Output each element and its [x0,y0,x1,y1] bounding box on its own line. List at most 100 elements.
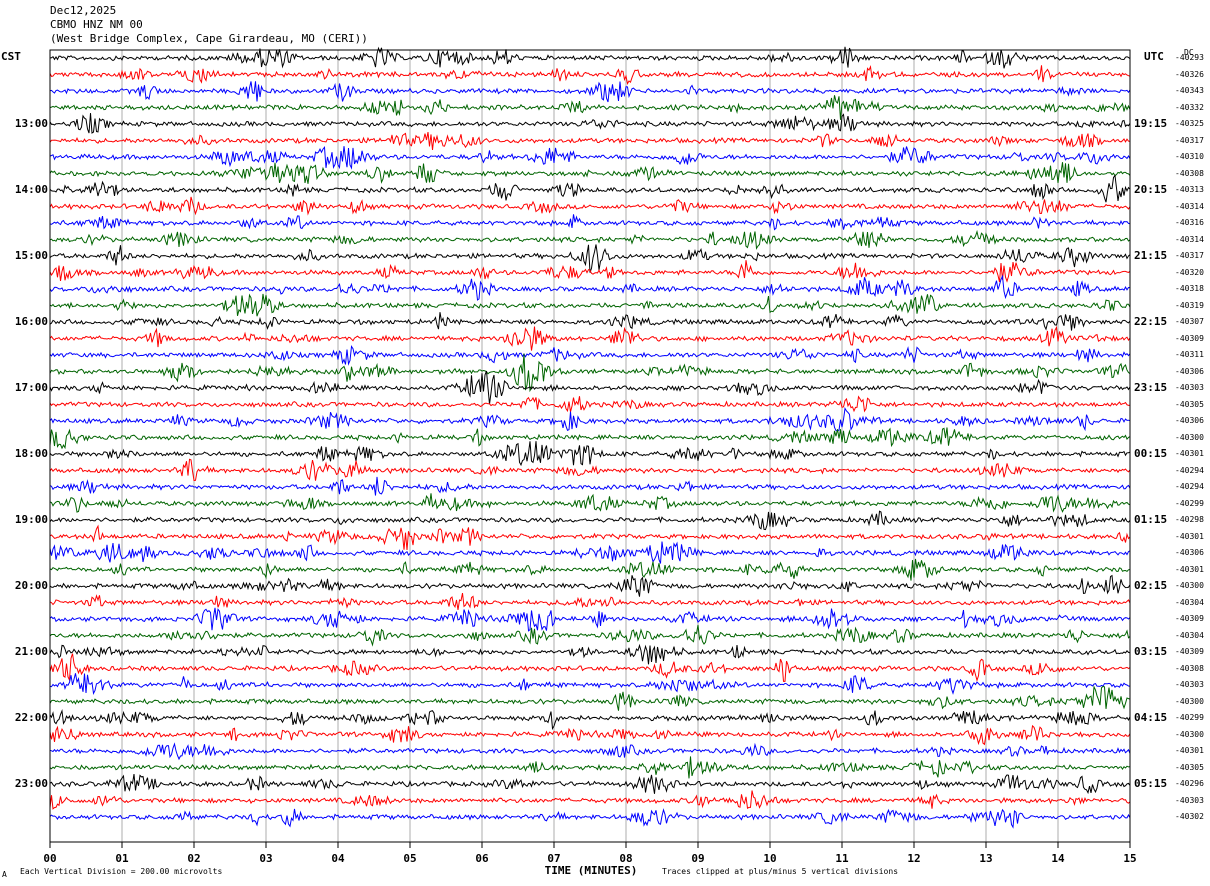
trace-line-22 [49,395,1131,413]
trace-line-47 [49,808,1131,829]
trace-line-20 [49,353,1131,393]
trace-line-28 [49,493,1131,513]
trace-line-14 [49,260,1131,283]
trace-line-24 [49,427,1131,450]
trace-line-18 [49,325,1131,351]
dc-offset-label: -40318 [1175,284,1204,293]
dc-offset-label: -40300 [1175,432,1204,442]
trace-line-37 [49,643,1131,665]
x-axis-title: TIME (MINUTES) [544,864,638,877]
right-hour-label: 19:15 [1134,117,1168,130]
dc-offset-label: -40294 [1175,482,1204,491]
dc-offset-label: -40309 [1175,333,1204,343]
x-tick-label-02: 02 [187,852,201,865]
time-gridlines [121,50,1059,842]
dc-offset-label: -40303 [1175,795,1204,805]
seismic-traces [49,46,1131,829]
left-hour-label: 18:00 [14,447,48,460]
trace-line-40 [49,684,1131,711]
trace-line-46 [49,790,1131,810]
left-hour-label: 17:00 [14,381,48,394]
dc-offset-label: -40305 [1175,762,1204,772]
plot-frame [49,49,1131,843]
clip-note: Traces clipped at plus/minus 5 vertical … [662,867,899,876]
dc-offset-label: -40301 [1175,449,1204,458]
header-station: CBMO HNZ NM 00 [50,18,143,31]
dc-offset-label: -40304 [1175,630,1204,640]
right-timezone-label: UTC [1144,50,1164,63]
trace-line-36 [49,624,1131,647]
right-hour-label: 04:15 [1134,711,1168,724]
x-tick-label-08: 08 [619,852,633,865]
left-hour-label: 14:00 [14,183,48,196]
dc-offset-label: -40306 [1175,366,1204,376]
trace-line-44 [49,756,1131,779]
dc-offset-label: -40303 [1175,383,1204,392]
dc-offset-label: -40301 [1175,564,1204,574]
trace-line-27 [49,476,1131,496]
trace-line-33 [49,574,1131,597]
left-hour-label: 15:00 [14,249,48,262]
x-tick-label-10: 10 [763,852,777,865]
trace-line-42 [49,724,1131,746]
trace-line-5 [49,113,1131,134]
dc-offset-label: -40320 [1175,267,1204,277]
x-tick-label-03: 03 [259,852,273,865]
dc-offset-label: -40301 [1175,746,1204,755]
x-tick-label-14: 14 [1051,852,1065,865]
right-hour-label: 03:15 [1134,645,1168,658]
right-hour-label: 05:15 [1134,777,1168,790]
dc-offset-label: -40332 [1175,102,1204,112]
dc-offset-label: -40303 [1175,680,1204,689]
trace-line-12 [49,229,1131,250]
trace-line-10 [49,196,1131,216]
dc-label: DC [1184,48,1194,57]
right-hour-label: 01:15 [1134,513,1168,526]
x-tick-label-06: 06 [475,852,489,865]
x-tick-label-12: 12 [907,852,921,865]
x-tick-label-15: 15 [1123,852,1137,865]
dc-offset-label: -40311 [1175,350,1204,359]
trace-line-1 [49,46,1131,69]
trace-line-45 [49,774,1131,795]
left-hour-label: 13:00 [14,117,48,130]
x-tick-label-01: 01 [115,852,129,865]
dc-offset-label: -40343 [1175,86,1204,95]
dc-offset-label: -40298 [1175,515,1204,524]
trace-line-26 [49,458,1131,482]
trace-line-25 [49,441,1131,467]
dc-offset-label: -40299 [1175,713,1204,722]
trace-line-19 [49,344,1131,366]
dc-offset-label: -40309 [1175,614,1204,623]
left-timezone-label: CST [1,50,21,63]
x-tick-label-09: 09 [691,852,705,865]
dc-offset-label: -40294 [1175,465,1204,475]
trace-line-43 [49,742,1131,761]
left-hour-label: 21:00 [14,645,48,658]
dc-offset-label: -40310 [1175,152,1204,161]
dc-offset-label: -40307 [1175,317,1204,326]
trace-line-16 [49,293,1131,317]
left-hour-label: 19:00 [14,513,48,526]
dc-offset-label: -40302 [1175,812,1204,821]
dc-offset-label: -40304 [1175,597,1204,607]
trace-line-35 [49,607,1131,632]
header-location: (West Bridge Complex, Cape Girardeau, MO… [50,32,368,45]
dc-offset-label: -40313 [1175,185,1204,194]
trace-line-29 [49,510,1131,531]
trace-line-8 [49,162,1131,184]
left-hour-label: 23:00 [14,777,48,790]
trace-line-23 [49,407,1131,432]
dc-offset-label: -40300 [1175,581,1204,590]
header-date: Dec12,2025 [50,4,117,17]
dc-offset-label: -40314 [1175,201,1204,211]
x-tick-label-04: 04 [331,852,345,865]
dc-offset-label: -40319 [1175,300,1204,310]
right-hour-label: 23:15 [1134,381,1168,394]
dc-offset-label: -40306 [1175,416,1204,425]
corner-mark: A [2,870,7,879]
trace-line-7 [49,146,1131,170]
dc-offset-label: -40317 [1175,251,1204,260]
dc-offset-label: -40317 [1175,135,1204,145]
